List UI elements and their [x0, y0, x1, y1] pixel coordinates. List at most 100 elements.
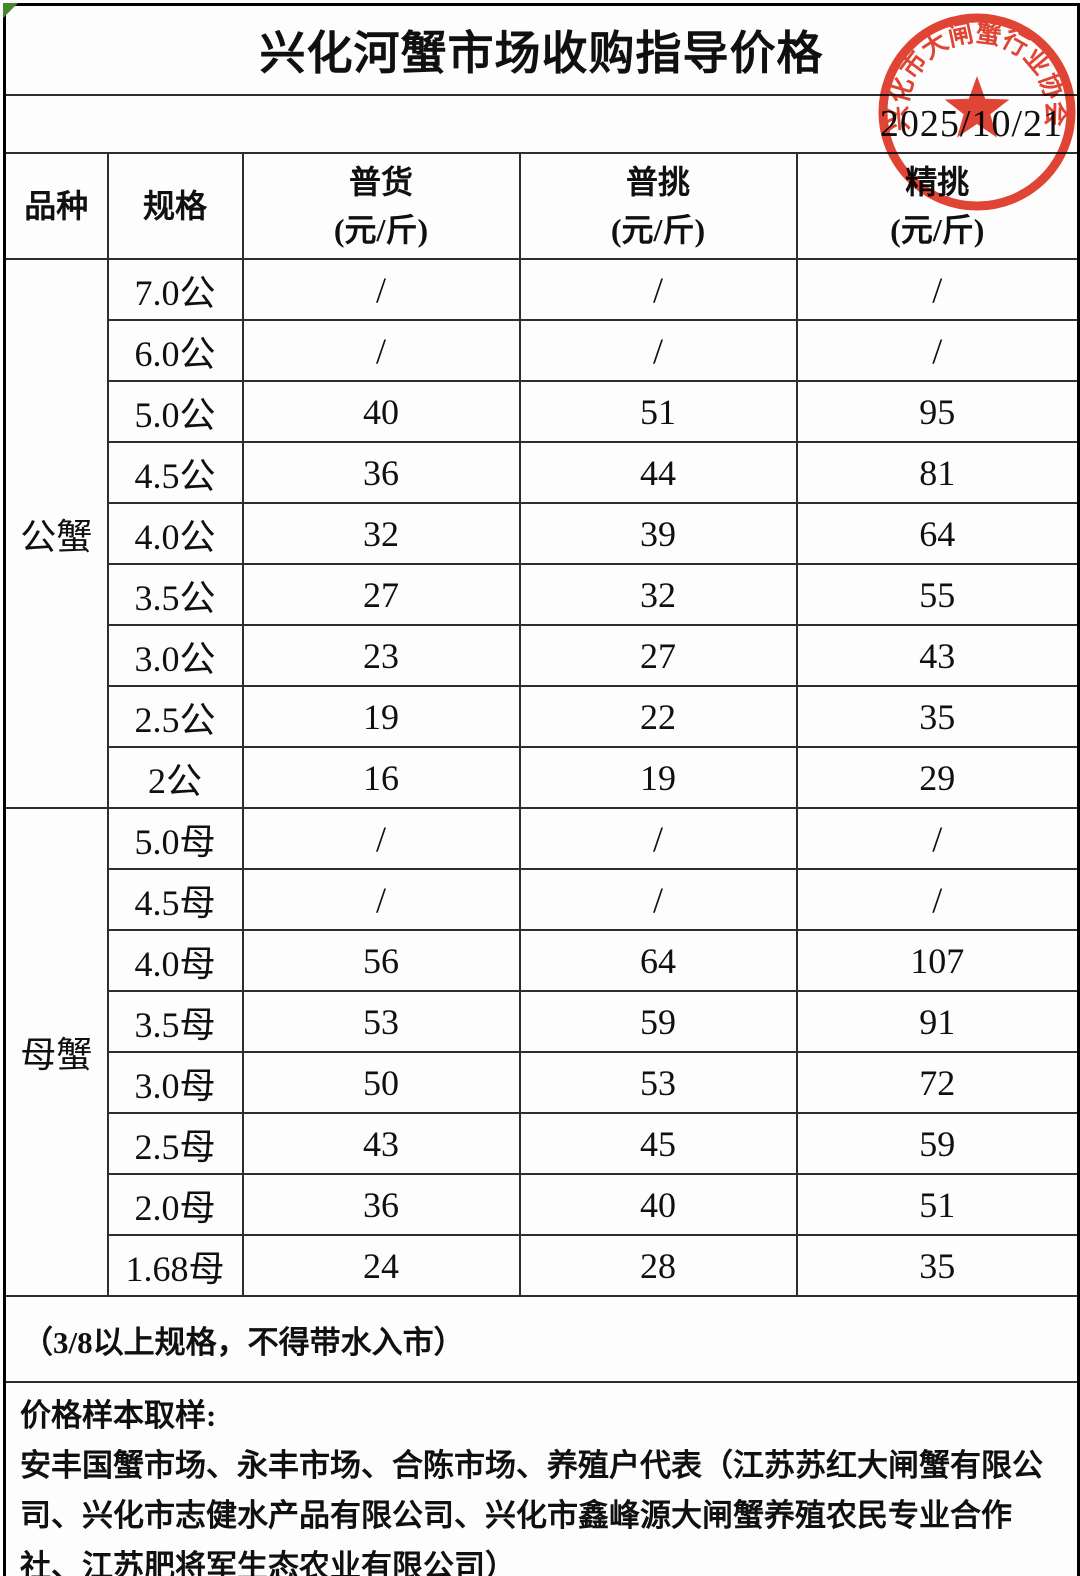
price-regular: 27	[241, 563, 521, 626]
table-row: 1.68母 24 28 35	[5, 1234, 1080, 1297]
col-header-pick-name: 普挑	[625, 164, 690, 200]
sampling-sources-text: 安丰国蟹市场、永丰市场、合陈市场、养殖户代表（江苏苏红大闸蟹有限公司、兴化市志健…	[20, 1448, 1043, 1576]
price-premium: 43	[795, 624, 1080, 687]
variety-male: 公蟹	[3, 258, 109, 809]
price-pick: 32	[518, 563, 798, 626]
col-header-regular-unit: (元/斤)	[333, 212, 429, 248]
price-pick: 59	[518, 990, 798, 1053]
spec-cell: 3.5母	[106, 990, 244, 1053]
col-header-regular: 普货 (元/斤)	[241, 152, 521, 260]
price-regular: 53	[241, 990, 521, 1053]
col-header-pick-unit: (元/斤)	[610, 212, 706, 248]
price-regular: 16	[241, 746, 521, 809]
table-row: 3.0母 50 53 72	[5, 1051, 1080, 1114]
price-premium: 51	[795, 1173, 1080, 1236]
table-row: 3.5母 53 59 91	[5, 990, 1080, 1053]
col-header-spec: 规格	[106, 152, 244, 260]
table-row: 2.5公 19 22 35	[5, 685, 1080, 748]
price-regular: 43	[241, 1112, 521, 1175]
spec-cell: 5.0母	[106, 807, 244, 870]
table-row: 公蟹 7.0公 / / /	[3, 258, 1080, 809]
spec-cell: 2.0母	[106, 1173, 244, 1236]
price-regular: /	[241, 807, 521, 870]
price-premium: 35	[795, 685, 1080, 748]
price-pick: 40	[518, 1173, 798, 1236]
variety-female: 母蟹	[3, 807, 109, 1297]
col-header-regular-name: 普货	[348, 164, 413, 200]
price-pick: 22	[518, 685, 798, 748]
footer-row: 价格样本取样: 安丰国蟹市场、永丰市场、合陈市场、养殖户代表（江苏苏红大闸蟹有限…	[3, 1380, 1080, 1576]
table-row: 4.0公 32 39 64	[5, 502, 1080, 565]
price-regular: /	[241, 319, 521, 382]
table-row: 母蟹 5.0母 / / /	[3, 807, 1080, 1297]
table-row: 2公 16 19 29	[5, 746, 1080, 809]
market-entry-note: （3/8以上规格，不得带水入市）	[3, 1295, 1080, 1383]
spec-cell: 3.0公	[106, 624, 244, 687]
price-pick: /	[518, 807, 798, 870]
col-header-premium-unit: (元/斤)	[890, 212, 985, 248]
table-row: 2.0母 36 40 51	[5, 1173, 1080, 1236]
price-premium: 95	[795, 380, 1080, 443]
price-premium: 81	[795, 441, 1080, 504]
note-row: （3/8以上规格，不得带水入市）	[3, 1295, 1080, 1383]
spec-cell: 7.0公	[106, 258, 244, 321]
price-regular: 19	[241, 685, 521, 748]
col-header-variety: 品种	[3, 152, 109, 260]
price-premium: 72	[795, 1051, 1080, 1114]
price-pick: /	[518, 319, 798, 382]
header-row: 品种 规格 普货 (元/斤) 普挑 (元/斤) 精挑 (元/斤)	[3, 152, 1080, 260]
table-row: 5.0公 40 51 95	[5, 380, 1080, 443]
price-pick: 44	[518, 441, 798, 504]
price-regular: 36	[241, 1173, 521, 1236]
spec-cell: 4.0公	[106, 502, 244, 565]
table-row: 6.0公 / / /	[5, 319, 1080, 382]
price-premium: /	[795, 258, 1080, 321]
price-pick: 53	[518, 1051, 798, 1114]
table-row: 3.0公 23 27 43	[5, 624, 1080, 687]
spec-cell: 4.0母	[106, 929, 244, 992]
spec-cell: 1.68母	[106, 1234, 244, 1297]
price-premium: /	[795, 807, 1080, 870]
price-regular: 32	[241, 502, 521, 565]
spec-cell: 4.5母	[106, 868, 244, 931]
price-regular: 56	[241, 929, 521, 992]
corner-marker	[3, 3, 18, 18]
table-row: 3.5公 27 32 55	[5, 563, 1080, 626]
price-premium: 64	[795, 502, 1080, 565]
price-premium: /	[795, 868, 1080, 931]
col-header-premium-name: 精挑	[905, 164, 970, 200]
table-row: 4.0母 56 64 107	[5, 929, 1080, 992]
col-header-pick: 普挑 (元/斤)	[518, 152, 798, 260]
price-regular: /	[241, 258, 521, 321]
spec-cell: 3.5公	[106, 563, 244, 626]
price-pick: 64	[518, 929, 798, 992]
price-regular: 36	[241, 441, 521, 504]
date-row: 2025/10/21	[3, 94, 1080, 154]
spec-cell: 3.0母	[106, 1051, 244, 1114]
price-premium: 35	[795, 1234, 1080, 1297]
price-pick: 28	[518, 1234, 798, 1297]
price-pick: 19	[518, 746, 798, 809]
spec-cell: 5.0公	[106, 380, 244, 443]
spec-cell: 2.5母	[106, 1112, 244, 1175]
spec-cell: 6.0公	[106, 319, 244, 382]
sampling-sources-label: 价格样本取样:	[20, 1398, 217, 1433]
price-pick: 51	[518, 380, 798, 443]
price-regular: 50	[241, 1051, 521, 1114]
price-premium: 55	[795, 563, 1080, 626]
title-row: 兴化河蟹市场收购指导价格	[3, 3, 1080, 96]
col-header-premium: 精挑 (元/斤)	[795, 152, 1080, 260]
price-pick: 27	[518, 624, 798, 687]
price-regular: 23	[241, 624, 521, 687]
price-pick: 45	[518, 1112, 798, 1175]
spec-cell: 2公	[106, 746, 244, 809]
table-row: 4.5公 36 44 81	[5, 441, 1080, 504]
price-pick: 39	[518, 502, 798, 565]
table-row: 4.5母 / / /	[5, 868, 1080, 931]
price-regular: 24	[241, 1234, 521, 1297]
price-table: 兴化河蟹市场收购指导价格 2025/10/21 品种 规格 普货 (元/斤) 普…	[3, 3, 1080, 1576]
spec-cell: 4.5公	[106, 441, 244, 504]
price-regular: 40	[241, 380, 521, 443]
price-premium: 107	[795, 929, 1080, 992]
